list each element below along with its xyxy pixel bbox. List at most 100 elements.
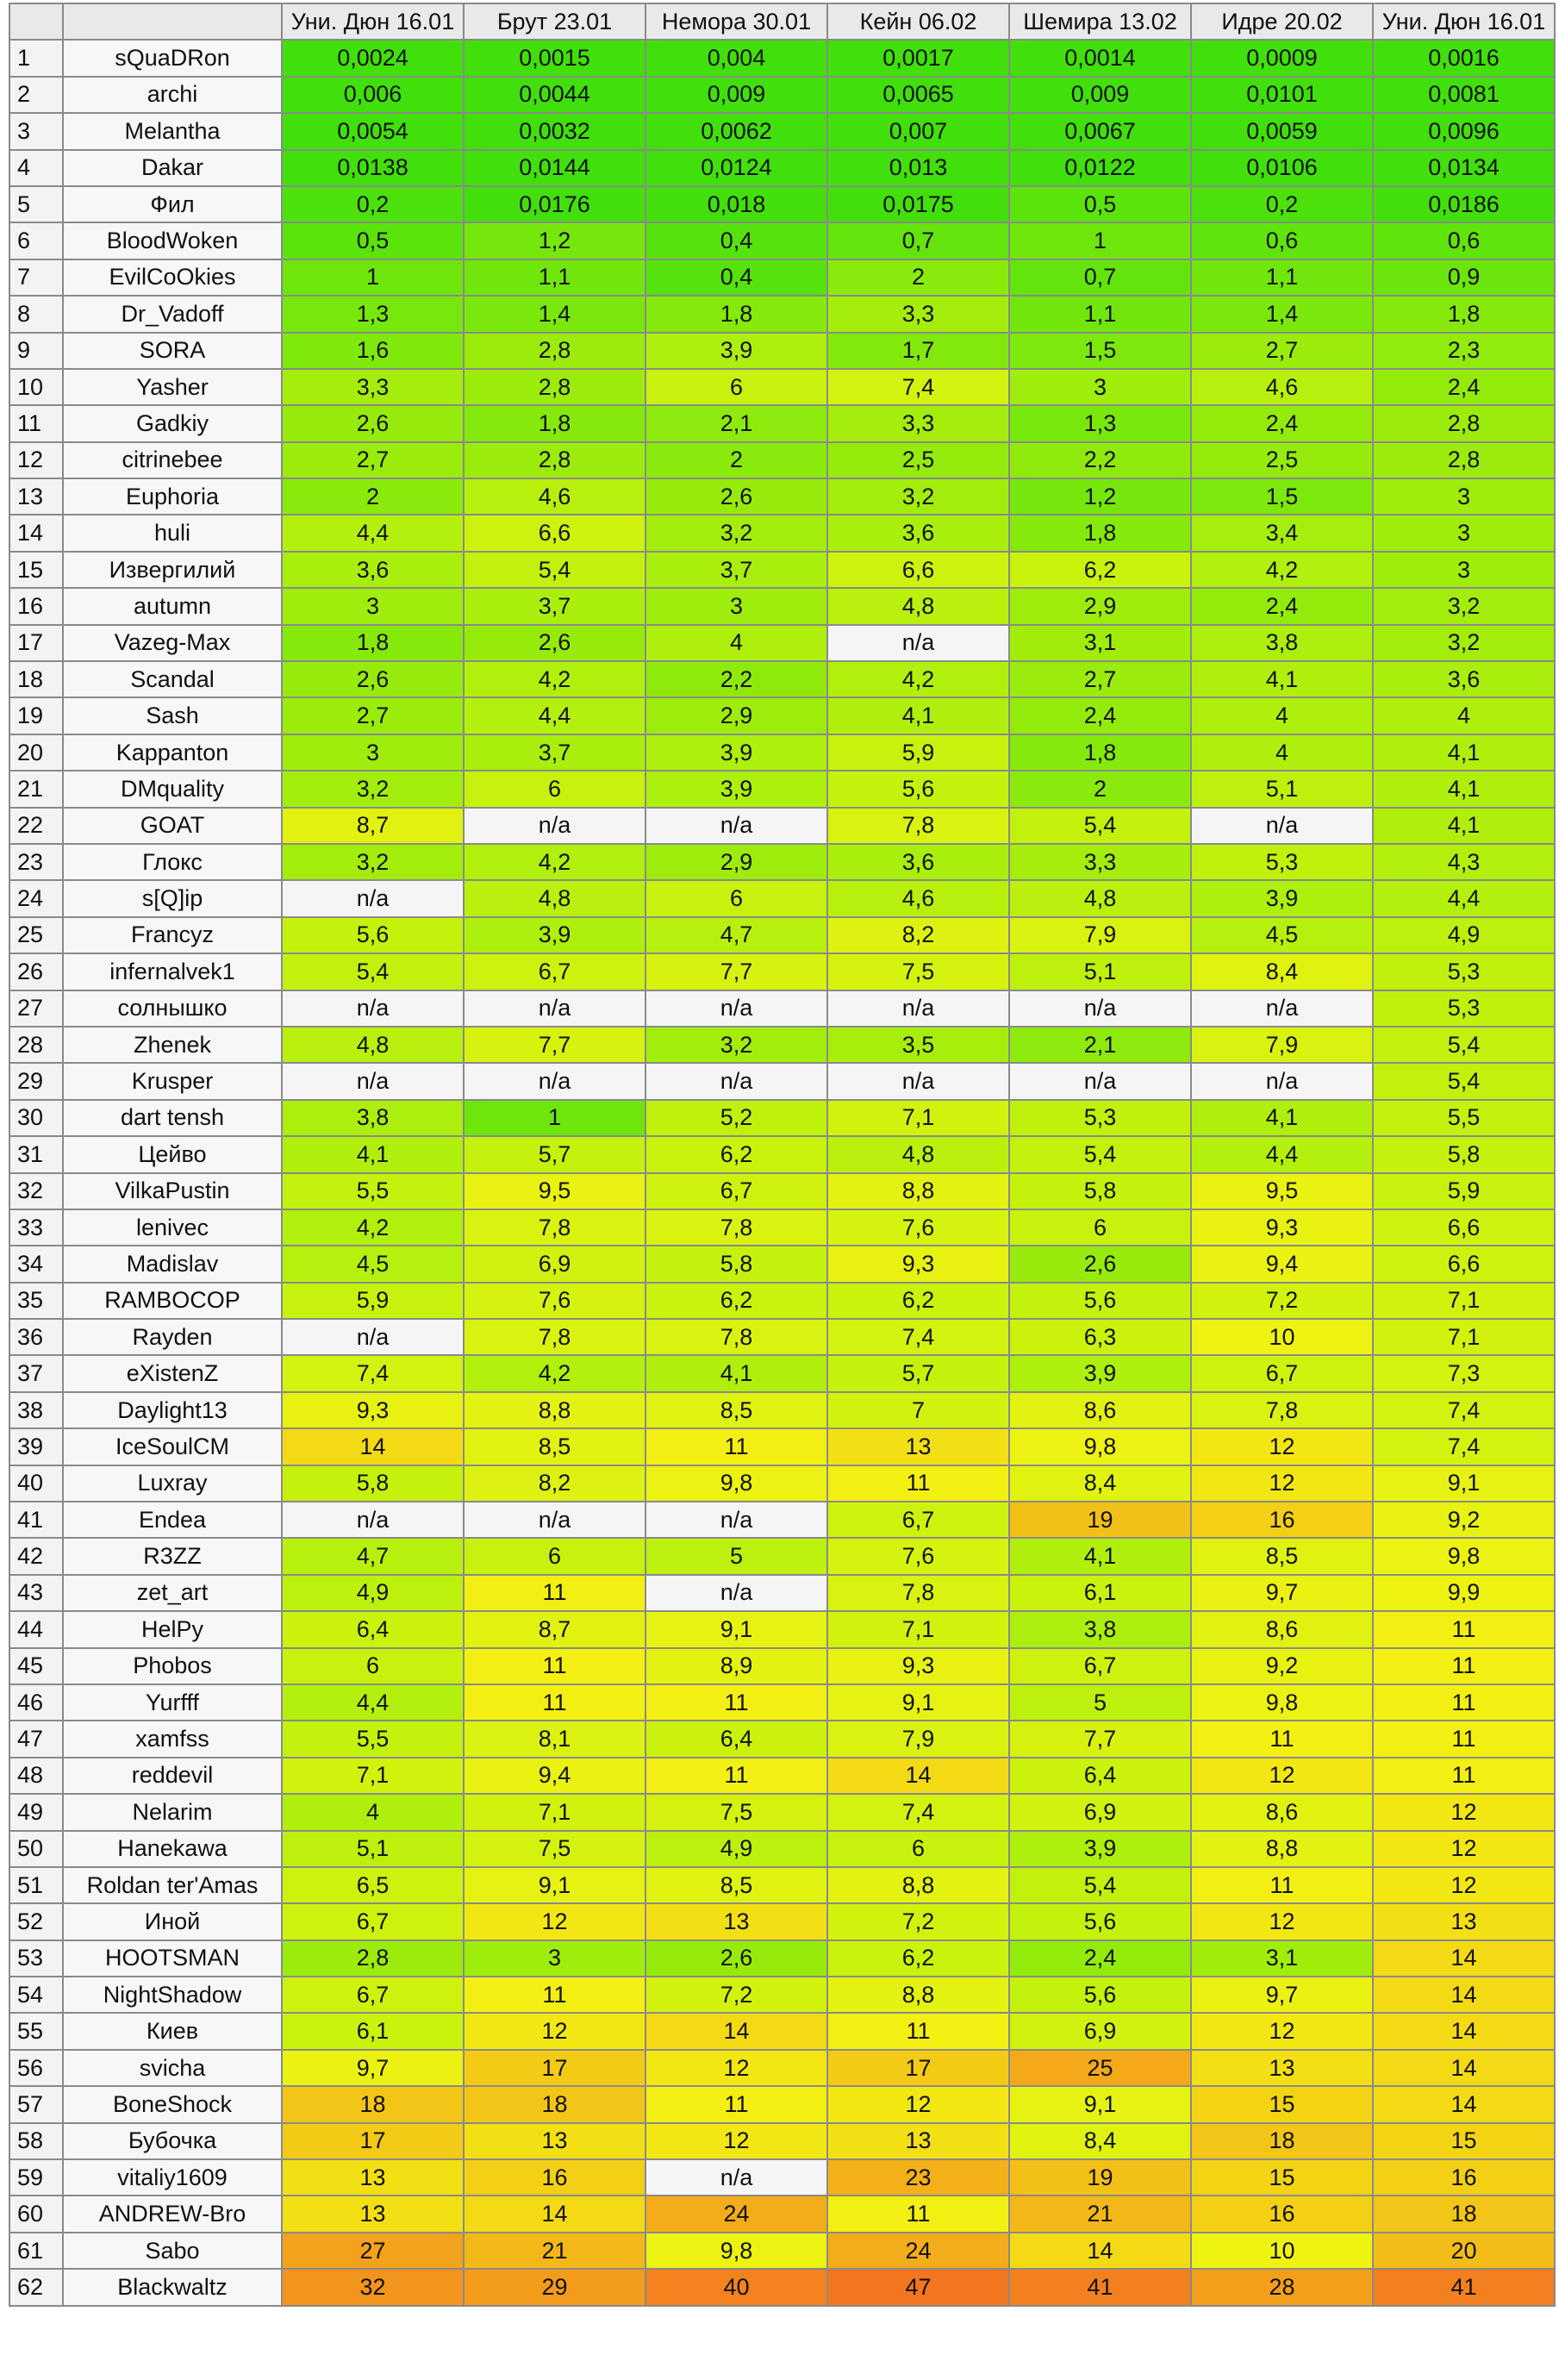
player-name-cell[interactable]: Zhenek xyxy=(62,1025,283,1065)
value-cell[interactable]: 5,6 xyxy=(1008,1976,1192,2015)
value-cell[interactable]: 0,5 xyxy=(281,222,465,260)
value-cell[interactable]: 9,3 xyxy=(826,1646,1010,1685)
column-header[interactable]: Уни. Дюн 16.01 xyxy=(1372,2,1556,41)
row-number-cell[interactable]: 36 xyxy=(9,1318,64,1357)
value-cell[interactable]: n/a xyxy=(281,1501,465,1540)
value-cell[interactable]: 3,2 xyxy=(281,842,465,882)
value-cell[interactable]: 6,5 xyxy=(281,1865,465,1905)
value-cell[interactable]: 6,1 xyxy=(281,2012,465,2051)
value-cell[interactable]: 5,4 xyxy=(463,550,646,590)
value-cell[interactable]: 8,7 xyxy=(463,1610,646,1649)
value-cell[interactable]: 8,8 xyxy=(463,1390,646,1430)
value-cell[interactable]: 0,0106 xyxy=(1190,148,1374,187)
value-cell[interactable]: 6 xyxy=(463,1537,646,1576)
value-cell[interactable]: 1,2 xyxy=(463,222,646,260)
row-number-cell[interactable]: 25 xyxy=(9,915,64,955)
value-cell[interactable]: 1 xyxy=(1008,222,1192,260)
row-number-cell[interactable]: 37 xyxy=(9,1354,64,1393)
value-cell[interactable]: 13 xyxy=(1190,2048,1374,2088)
value-cell[interactable]: 1,5 xyxy=(1008,331,1192,370)
value-cell[interactable]: 4 xyxy=(1190,697,1374,735)
value-cell[interactable]: 0,0144 xyxy=(463,148,646,187)
player-name-cell[interactable]: Dakar xyxy=(62,148,283,187)
value-cell[interactable]: 4,8 xyxy=(281,1025,465,1065)
value-cell[interactable]: 3,6 xyxy=(826,514,1010,553)
value-cell[interactable]: 14 xyxy=(1372,2085,1556,2124)
value-cell[interactable]: 8,6 xyxy=(1190,1610,1374,1649)
value-cell[interactable]: 8,4 xyxy=(1008,2121,1192,2161)
value-cell[interactable]: 13 xyxy=(281,2158,465,2197)
value-cell[interactable]: 6,7 xyxy=(1190,1354,1374,1393)
value-cell[interactable]: 14 xyxy=(281,1427,465,1466)
player-name-cell[interactable]: Rayden xyxy=(62,1318,283,1357)
value-cell[interactable]: 4,2 xyxy=(463,1354,646,1393)
value-cell[interactable]: 2,7 xyxy=(281,697,465,735)
player-name-cell[interactable]: Nelarim xyxy=(62,1793,283,1832)
value-cell[interactable]: 3,4 xyxy=(1190,514,1374,553)
value-cell[interactable]: 3,2 xyxy=(645,514,828,553)
value-cell[interactable]: 4,8 xyxy=(826,587,1010,626)
value-cell[interactable]: 6 xyxy=(463,770,646,809)
value-cell[interactable]: 6,4 xyxy=(645,1720,828,1758)
value-cell[interactable]: 3,9 xyxy=(1190,879,1374,918)
value-cell[interactable]: 2,6 xyxy=(281,660,465,699)
value-cell[interactable]: 9,7 xyxy=(1190,1976,1374,2015)
value-cell[interactable]: 6 xyxy=(281,1646,465,1685)
value-cell[interactable]: 47 xyxy=(826,2268,1010,2307)
value-cell[interactable]: 1,4 xyxy=(463,295,646,334)
value-cell[interactable]: 12 xyxy=(645,2121,828,2161)
value-cell[interactable]: 9,8 xyxy=(645,2231,828,2271)
value-cell[interactable]: 3,2 xyxy=(645,1025,828,1065)
player-name-cell[interactable]: DMquality xyxy=(62,770,283,809)
row-number-cell[interactable]: 1 xyxy=(9,39,64,78)
value-cell[interactable]: 1,7 xyxy=(826,331,1010,370)
row-number-cell[interactable]: 45 xyxy=(9,1646,64,1685)
value-cell[interactable]: 2,5 xyxy=(1190,440,1374,480)
value-cell[interactable]: 7,9 xyxy=(1190,1025,1374,1065)
value-cell[interactable]: 7,8 xyxy=(645,1318,828,1357)
value-cell[interactable]: 0,0101 xyxy=(1190,75,1374,115)
value-cell[interactable]: 5,6 xyxy=(1008,1902,1192,1941)
value-cell[interactable]: 7,4 xyxy=(826,1318,1010,1357)
value-cell[interactable]: 4,1 xyxy=(1190,1098,1374,1138)
player-name-cell[interactable]: RAMBOCOP xyxy=(62,1281,283,1321)
value-cell[interactable]: n/a xyxy=(645,1062,828,1101)
value-cell[interactable]: 8,5 xyxy=(645,1865,828,1905)
value-cell[interactable]: 28 xyxy=(1190,2268,1374,2307)
player-name-cell[interactable]: citrinebee xyxy=(62,440,283,480)
value-cell[interactable]: 4,1 xyxy=(1372,770,1556,809)
value-cell[interactable]: 2,8 xyxy=(463,367,646,407)
value-cell[interactable]: 4 xyxy=(645,623,828,663)
row-number-cell[interactable]: 53 xyxy=(9,1939,64,1978)
value-cell[interactable]: 0,0096 xyxy=(1372,112,1556,151)
value-cell[interactable]: 11 xyxy=(1372,1720,1556,1758)
value-cell[interactable]: 2 xyxy=(1008,770,1192,809)
value-cell[interactable]: 14 xyxy=(1372,2012,1556,2051)
value-cell[interactable]: 1,1 xyxy=(1008,295,1192,334)
value-cell[interactable]: 3,7 xyxy=(463,587,646,626)
value-cell[interactable]: 0,6 xyxy=(1190,222,1374,260)
value-cell[interactable]: 3,9 xyxy=(645,331,828,370)
value-cell[interactable]: 8,2 xyxy=(463,1464,646,1503)
value-cell[interactable]: 12 xyxy=(645,2048,828,2088)
value-cell[interactable]: 0,0059 xyxy=(1190,112,1374,151)
value-cell[interactable]: 5,9 xyxy=(1372,1171,1556,1210)
player-name-cell[interactable]: EvilCoOkies xyxy=(62,258,283,297)
value-cell[interactable]: 5,4 xyxy=(1008,806,1192,845)
value-cell[interactable]: 9,3 xyxy=(1190,1208,1374,1247)
value-cell[interactable]: 9,2 xyxy=(1372,1501,1556,1540)
value-cell[interactable]: 5,9 xyxy=(826,733,1010,772)
value-cell[interactable]: n/a xyxy=(463,1501,646,1540)
value-cell[interactable]: 13 xyxy=(281,2195,465,2233)
value-cell[interactable]: 1,8 xyxy=(281,623,465,663)
value-cell[interactable]: 5,5 xyxy=(1372,1098,1556,1138)
value-cell[interactable]: 2,8 xyxy=(1372,404,1556,443)
player-name-cell[interactable]: Endea xyxy=(62,1501,283,1540)
player-name-cell[interactable]: SORA xyxy=(62,331,283,370)
value-cell[interactable]: 11 xyxy=(1372,1646,1556,1685)
player-name-cell[interactable]: HOOTSMAN xyxy=(62,1939,283,1978)
row-number-cell[interactable]: 7 xyxy=(9,258,64,297)
value-cell[interactable]: 4,3 xyxy=(1372,842,1556,882)
value-cell[interactable]: 1,2 xyxy=(1008,478,1192,516)
value-cell[interactable]: 0,0016 xyxy=(1372,39,1556,78)
